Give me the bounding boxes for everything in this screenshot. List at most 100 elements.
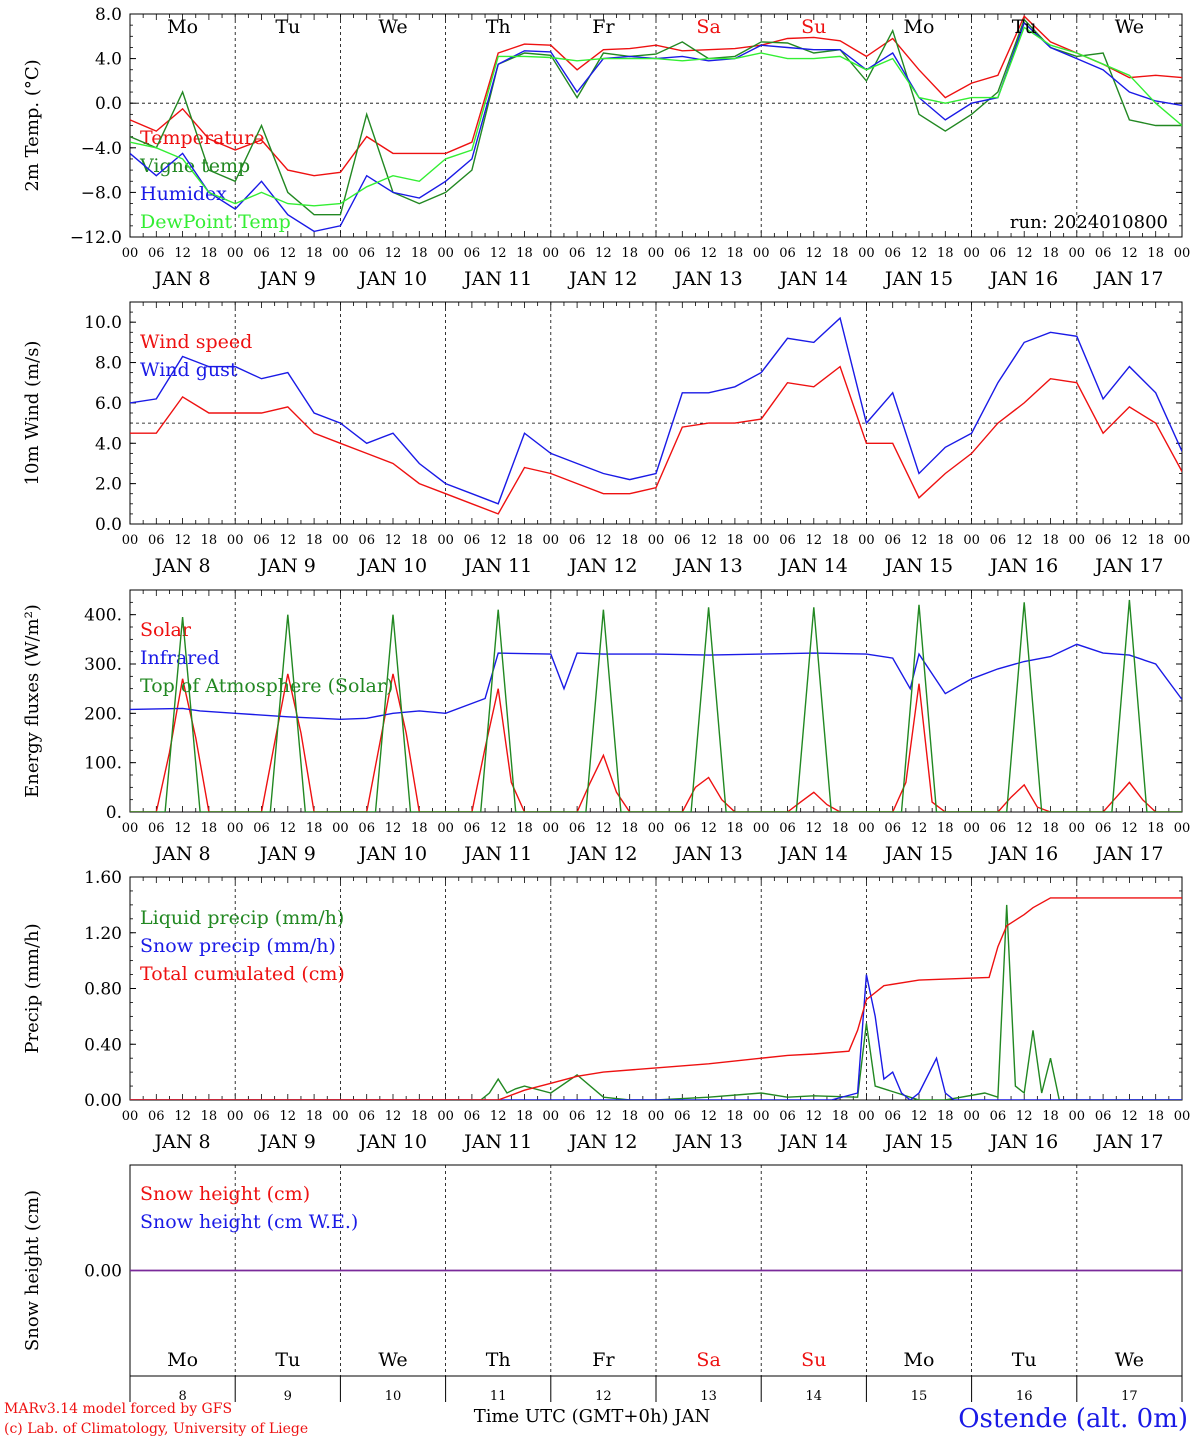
hour-label: 00 bbox=[332, 246, 349, 261]
hour-label: 00 bbox=[858, 821, 875, 836]
hour-label: 00 bbox=[543, 246, 560, 261]
series-line-1 bbox=[130, 904, 1182, 1100]
legend-entry: Snow precip (mm/h) bbox=[140, 935, 336, 957]
date-label: JAN 13 bbox=[673, 1131, 743, 1153]
hour-label: 00 bbox=[122, 821, 139, 836]
hour-label: 06 bbox=[884, 533, 901, 548]
hour-label: 00 bbox=[858, 533, 875, 548]
y-tick-label: 0.00 bbox=[84, 1262, 122, 1282]
date-label: JAN 10 bbox=[357, 555, 427, 577]
series-line-2 bbox=[130, 316, 1182, 505]
hour-label: 12 bbox=[911, 821, 928, 836]
date-label: JAN 17 bbox=[1093, 1131, 1163, 1153]
hour-label: 12 bbox=[700, 1109, 717, 1124]
weekday-label: Th bbox=[486, 16, 511, 38]
hour-label: 12 bbox=[911, 1109, 928, 1124]
hour-label: 18 bbox=[1042, 1109, 1059, 1124]
panel-2: 0.0 2.0 4.0 6.0 8.0 10.0 10m Wind (m/s) Wind sp… bbox=[22, 301, 1191, 577]
day-number: 8 bbox=[178, 1389, 186, 1404]
date-label: JAN 14 bbox=[778, 843, 848, 865]
hour-label: 18 bbox=[937, 1109, 954, 1124]
hour-label: 00 bbox=[1069, 533, 1086, 548]
hour-label: 12 bbox=[1016, 533, 1033, 548]
legend-entry: Snow height (cm W.E.) bbox=[140, 1211, 358, 1233]
date-label: JAN 15 bbox=[883, 268, 953, 290]
hour-label: 00 bbox=[437, 1109, 454, 1124]
hour-label: 18 bbox=[516, 1109, 533, 1124]
hour-label: 00 bbox=[648, 533, 665, 548]
hour-label-end: 00 bbox=[1174, 246, 1191, 261]
hour-label: 12 bbox=[385, 821, 402, 836]
hour-label: 00 bbox=[753, 246, 770, 261]
credit-line-1: MARv3.14 model forced by GFS bbox=[4, 1401, 232, 1417]
date-label: JAN 12 bbox=[567, 268, 637, 290]
hour-label: 18 bbox=[621, 533, 638, 548]
hour-label: 06 bbox=[253, 246, 270, 261]
weekday-label-bottom: Mo bbox=[904, 1349, 935, 1371]
station-label: Ostende (alt. 0m) bbox=[958, 1404, 1188, 1434]
hour-label-end: 00 bbox=[1174, 821, 1191, 836]
day-number: 14 bbox=[806, 1389, 823, 1404]
series-line-1 bbox=[130, 365, 1182, 515]
hour-label: 06 bbox=[990, 1109, 1007, 1124]
weekday-label-bottom: Tu bbox=[1012, 1349, 1037, 1371]
legend-entry: Liquid precip (mm/h) bbox=[140, 907, 344, 929]
hour-label: 06 bbox=[674, 246, 691, 261]
weekday-label: Tu bbox=[1012, 16, 1037, 38]
date-label: JAN 16 bbox=[988, 555, 1058, 577]
day-number: 11 bbox=[490, 1389, 507, 1404]
weekday-label-bottom: Sa bbox=[696, 1349, 720, 1371]
series-line-2 bbox=[130, 643, 1182, 721]
hour-label: 18 bbox=[832, 246, 849, 261]
hour-label: 18 bbox=[411, 1109, 428, 1124]
hour-label: 18 bbox=[937, 533, 954, 548]
date-label: JAN 8 bbox=[153, 843, 211, 865]
y-tick-label: 6.0 bbox=[95, 394, 122, 414]
series-line-3 bbox=[130, 599, 1182, 812]
hour-label-end: 00 bbox=[1174, 533, 1191, 548]
hour-label: 18 bbox=[832, 821, 849, 836]
series-line-1 bbox=[130, 14, 1182, 177]
hour-label: 12 bbox=[911, 533, 928, 548]
hour-label: 06 bbox=[674, 1109, 691, 1124]
date-label: JAN 11 bbox=[462, 268, 532, 290]
date-label: JAN 10 bbox=[357, 843, 427, 865]
series-line-1 bbox=[130, 673, 1182, 812]
date-label: JAN 9 bbox=[258, 555, 316, 577]
date-label: JAN 11 bbox=[462, 843, 532, 865]
hour-label: 18 bbox=[411, 821, 428, 836]
hour-label: 06 bbox=[253, 533, 270, 548]
series-line-3 bbox=[130, 897, 1182, 1100]
y-tick-label: 0.0 bbox=[95, 94, 122, 114]
date-label: JAN 15 bbox=[883, 843, 953, 865]
hour-label: 00 bbox=[648, 1109, 665, 1124]
weekday-label: Su bbox=[801, 16, 826, 38]
day-number: 17 bbox=[1121, 1389, 1138, 1404]
hour-label: 06 bbox=[358, 246, 375, 261]
y-tick-label: 1.20 bbox=[84, 924, 122, 944]
y-tick-label: −8.0 bbox=[81, 183, 122, 203]
hour-label: 18 bbox=[727, 821, 744, 836]
y-tick-label: 400. bbox=[84, 606, 122, 626]
hour-label: 12 bbox=[1016, 1109, 1033, 1124]
hour-label: 12 bbox=[490, 246, 507, 261]
hour-label: 18 bbox=[937, 821, 954, 836]
weekday-label-bottom: We bbox=[378, 1349, 407, 1371]
hour-label: 00 bbox=[543, 1109, 560, 1124]
hour-label: 06 bbox=[569, 821, 586, 836]
weekday-label-bottom: Su bbox=[801, 1349, 826, 1371]
hour-label: 06 bbox=[569, 1109, 586, 1124]
hour-label: 18 bbox=[306, 1109, 323, 1124]
y-tick-label: 2.0 bbox=[95, 475, 122, 495]
hour-label: 00 bbox=[437, 533, 454, 548]
hour-label: 06 bbox=[674, 821, 691, 836]
hour-label: 18 bbox=[516, 821, 533, 836]
hour-label: 00 bbox=[648, 821, 665, 836]
hour-label: 00 bbox=[332, 533, 349, 548]
hour-label: 18 bbox=[937, 246, 954, 261]
hour-label: 18 bbox=[1042, 246, 1059, 261]
weekday-label-bottom: Th bbox=[486, 1349, 511, 1371]
hour-label: 18 bbox=[727, 1109, 744, 1124]
y-tick-label: 0.00 bbox=[84, 1091, 122, 1111]
y-tick-label: 4.0 bbox=[95, 434, 122, 454]
